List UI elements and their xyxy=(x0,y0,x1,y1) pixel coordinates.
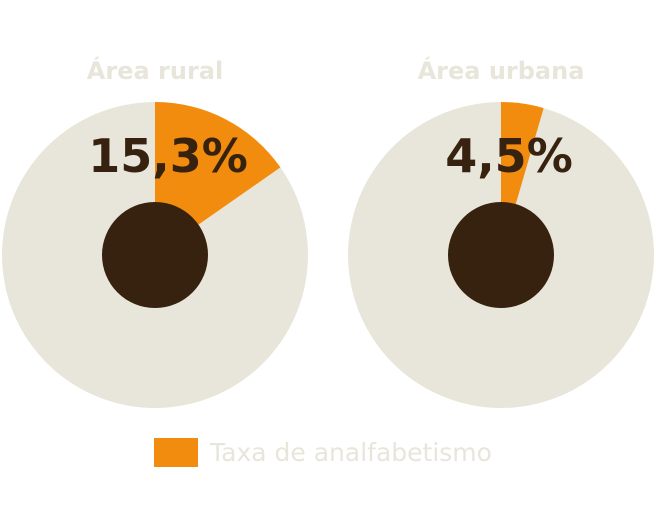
data-label: 15,3% xyxy=(88,129,248,183)
data-label: 4,5% xyxy=(445,129,573,183)
chart-title: Área rural xyxy=(87,56,223,85)
pie-chart-2: Área urbana 4,5% xyxy=(348,56,655,409)
pie-center xyxy=(448,202,554,308)
chart-title: Área urbana xyxy=(418,56,585,85)
legend: Taxa de analfabetismo xyxy=(154,437,492,467)
pie-chart-1: Área rural 15,3% xyxy=(2,56,309,409)
legend-label: Taxa de analfabetismo xyxy=(210,437,492,467)
legend-swatch xyxy=(154,437,198,467)
pie-center xyxy=(102,202,208,308)
